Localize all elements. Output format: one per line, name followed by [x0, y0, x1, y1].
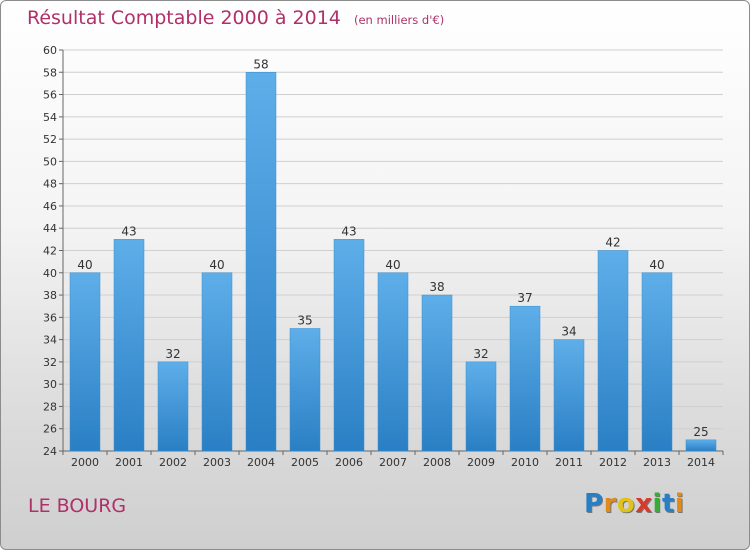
x-tick-label-2005: 2005 — [291, 456, 319, 469]
x-tick-label-2007: 2007 — [379, 456, 407, 469]
chart-title: Résultat Comptable 2000 à 2014 (en milli… — [27, 7, 444, 29]
bar-value-2006: 43 — [341, 224, 356, 238]
x-tick-label-2001: 2001 — [115, 456, 143, 469]
logo-letter: r — [603, 489, 617, 519]
bar-value-2007: 40 — [385, 258, 400, 272]
place-name: LE BOURG — [28, 495, 127, 517]
bar-value-2000: 40 — [77, 258, 92, 272]
x-tick-label-2011: 2011 — [555, 456, 583, 469]
logo-letter: i — [652, 489, 662, 519]
bar-2002 — [157, 361, 189, 452]
bar-2005 — [289, 328, 321, 452]
y-tick-label: 58 — [43, 66, 57, 79]
x-tick-label-2004: 2004 — [247, 456, 275, 469]
x-tick-label-2002: 2002 — [159, 456, 187, 469]
y-tick-label: 44 — [43, 222, 57, 235]
bar-2014 — [685, 439, 717, 452]
x-tick-label-2012: 2012 — [599, 456, 627, 469]
chart-title-unit: (en milliers d'€) — [353, 13, 445, 27]
bar-value-labels: 40 43 32 40 58 35 43 40 38 32 37 34 42 40 25 — [77, 57, 708, 439]
logo-letter: o — [616, 489, 636, 519]
y-tick-label: 34 — [43, 334, 57, 347]
bar-2008 — [421, 294, 453, 452]
y-tick-label: 50 — [43, 155, 57, 168]
bar-2003 — [201, 272, 233, 452]
y-tick-labels: 24 26 28 30 32 34 36 38 40 42 44 46 48 50 52 54 56 58 60 — [43, 44, 57, 458]
x-tick-label-2010: 2010 — [511, 456, 539, 469]
bars — [69, 72, 717, 452]
bar-value-2012: 42 — [605, 236, 620, 250]
x-tick-label-2013: 2013 — [643, 456, 671, 469]
logo-letter: x — [635, 489, 653, 519]
bar-2000 — [69, 272, 101, 452]
logo-letter: t — [661, 489, 675, 519]
y-tick-label: 56 — [43, 89, 57, 102]
x-tick-labels: 2000 2001 2002 2003 2004 2005 2006 2007 2008 2009… — [71, 456, 715, 469]
y-tick-label: 46 — [43, 200, 57, 213]
bar-value-2005: 35 — [297, 313, 312, 327]
bar-value-2001: 43 — [121, 224, 136, 238]
proxiti-logo: Proxiti — [584, 489, 684, 519]
bar-value-2008: 38 — [429, 280, 444, 294]
x-tick-label-2009: 2009 — [467, 456, 495, 469]
chart-title-main: Résultat Comptable 2000 à 2014 — [27, 7, 341, 29]
x-tick-label-2000: 2000 — [71, 456, 99, 469]
bar-value-2003: 40 — [209, 258, 224, 272]
bar-2004 — [245, 72, 277, 452]
x-tick-label-2008: 2008 — [423, 456, 451, 469]
y-tick-label: 24 — [43, 445, 57, 458]
y-tick-label: 38 — [43, 289, 57, 302]
y-tick-label: 40 — [43, 267, 57, 280]
x-tick-label-2014: 2014 — [687, 456, 715, 469]
y-tick-label: 54 — [43, 111, 57, 124]
bar-value-2004: 58 — [253, 57, 268, 71]
bar-2011 — [553, 339, 585, 452]
bar-value-2009: 32 — [473, 347, 488, 361]
bar-2006 — [333, 239, 365, 452]
y-tick-label: 48 — [43, 178, 57, 191]
logo-letter: i — [674, 489, 685, 519]
y-tick-label: 30 — [43, 378, 57, 391]
bar-2010 — [509, 305, 541, 452]
bar-2012 — [597, 250, 629, 452]
y-tick-label: 32 — [43, 356, 57, 369]
y-tick-label: 36 — [43, 311, 57, 324]
x-tick-label-2003: 2003 — [203, 456, 231, 469]
bar-value-2010: 37 — [517, 291, 532, 305]
bar-value-2011: 34 — [561, 325, 576, 339]
y-tick-label: 52 — [43, 133, 57, 146]
bar-2009 — [465, 361, 497, 452]
y-tick-label: 60 — [43, 44, 57, 57]
bar-2007 — [377, 272, 409, 452]
x-tick-label-2006: 2006 — [335, 456, 363, 469]
bar-value-2002: 32 — [165, 347, 180, 361]
bar-value-2013: 40 — [649, 258, 664, 272]
bar-2001 — [113, 239, 145, 452]
y-tick-label: 42 — [43, 245, 57, 258]
y-tick-label: 26 — [43, 423, 57, 436]
bar-value-2014: 25 — [693, 425, 708, 439]
logo-letter: P — [584, 489, 604, 519]
y-tick-label: 28 — [43, 400, 57, 413]
bar-2013 — [641, 272, 673, 452]
